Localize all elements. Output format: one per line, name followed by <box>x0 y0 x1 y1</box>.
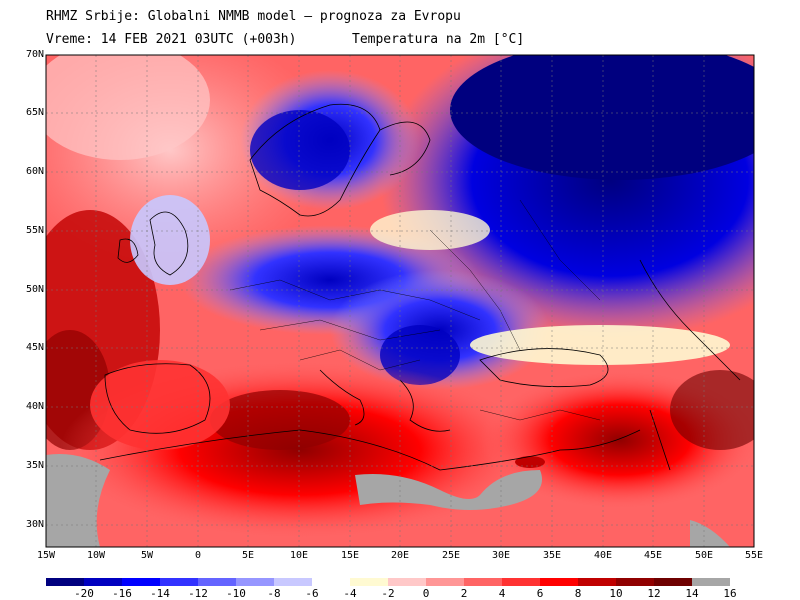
colorbar-swatch <box>350 578 388 586</box>
lon-label: 45E <box>643 550 663 561</box>
colorbar-swatch <box>578 578 616 586</box>
lon-label: 0 <box>194 550 202 561</box>
lon-label: 35E <box>542 550 562 561</box>
colorbar-swatch <box>84 578 122 586</box>
lat-label: 35N <box>25 460 44 471</box>
colorbar-swatch <box>236 578 274 586</box>
colorbar-tick-label: 14 <box>685 587 699 600</box>
colorbar-tick-label: -16 <box>112 587 132 600</box>
colorbar-swatch <box>274 578 312 586</box>
lon-label: 55E <box>744 550 764 561</box>
lon-label: 25E <box>441 550 461 561</box>
lon-label: 50E <box>694 550 714 561</box>
lat-label: 60N <box>25 166 44 177</box>
lat-label: 45N <box>25 342 44 353</box>
colorbar-tick-label: 6 <box>536 587 544 600</box>
colorbar-swatch <box>46 578 84 586</box>
colorbar-swatch <box>464 578 502 586</box>
colorbar-swatch <box>312 578 350 586</box>
title-line-2: Vreme: 14 FEB 2021 03UTC (+003h) <box>46 32 297 47</box>
title-line-2-right: Temperatura na 2m [°C] <box>352 32 525 47</box>
lon-label: 15E <box>340 550 360 561</box>
colorbar-swatch <box>160 578 198 586</box>
colorbar-swatch <box>692 578 730 586</box>
colorbar-tick-label: -6 <box>305 587 319 600</box>
colorbar-tick-label: -4 <box>343 587 357 600</box>
lon-label: 15W <box>36 550 56 561</box>
map-frame <box>45 54 755 548</box>
lon-label: 10E <box>289 550 309 561</box>
colorbar-swatch <box>122 578 160 586</box>
colorbar-tick-label: -10 <box>226 587 246 600</box>
colorbar-tick-label: 4 <box>498 587 506 600</box>
colorbar-tick-label: -14 <box>150 587 170 600</box>
lon-label: 20E <box>390 550 410 561</box>
lat-label: 40N <box>25 401 44 412</box>
colorbar-tick-label: -8 <box>267 587 281 600</box>
lon-label: 5E <box>241 550 255 561</box>
map-field <box>46 55 754 547</box>
colorbar-swatch <box>388 578 426 586</box>
lon-label: 10W <box>86 550 106 561</box>
colorbar-swatch <box>502 578 540 586</box>
colorbar-swatch <box>654 578 692 586</box>
colorbar-swatch <box>198 578 236 586</box>
lat-label: 65N <box>25 107 44 118</box>
lat-label: 55N <box>25 225 44 236</box>
colorbar-tick-label: -20 <box>74 587 94 600</box>
colorbar-tick-label: 12 <box>647 587 661 600</box>
colorbar-swatch <box>540 578 578 586</box>
lon-label: 5W <box>140 550 154 561</box>
lat-label: 70N <box>25 49 44 60</box>
colorbar-tick-label: 2 <box>460 587 468 600</box>
colorbar-swatch <box>426 578 464 586</box>
colorbar-tick-label: 10 <box>609 587 623 600</box>
lon-label: 30E <box>491 550 511 561</box>
colorbar-tick-label: 8 <box>574 587 582 600</box>
lon-label: 40E <box>593 550 613 561</box>
colorbar-swatch <box>616 578 654 586</box>
graticule <box>46 55 754 547</box>
title-line-1: RHMZ Srbije: Globalni NMMB model — progn… <box>46 9 461 24</box>
lat-label: 50N <box>25 284 44 295</box>
colorbar-tick-label: -12 <box>188 587 208 600</box>
colorbar-tick-label: -2 <box>381 587 395 600</box>
colorbar-tick-label: 0 <box>422 587 430 600</box>
lat-label: 30N <box>25 519 44 530</box>
colorbar-tick-label: 16 <box>723 587 737 600</box>
